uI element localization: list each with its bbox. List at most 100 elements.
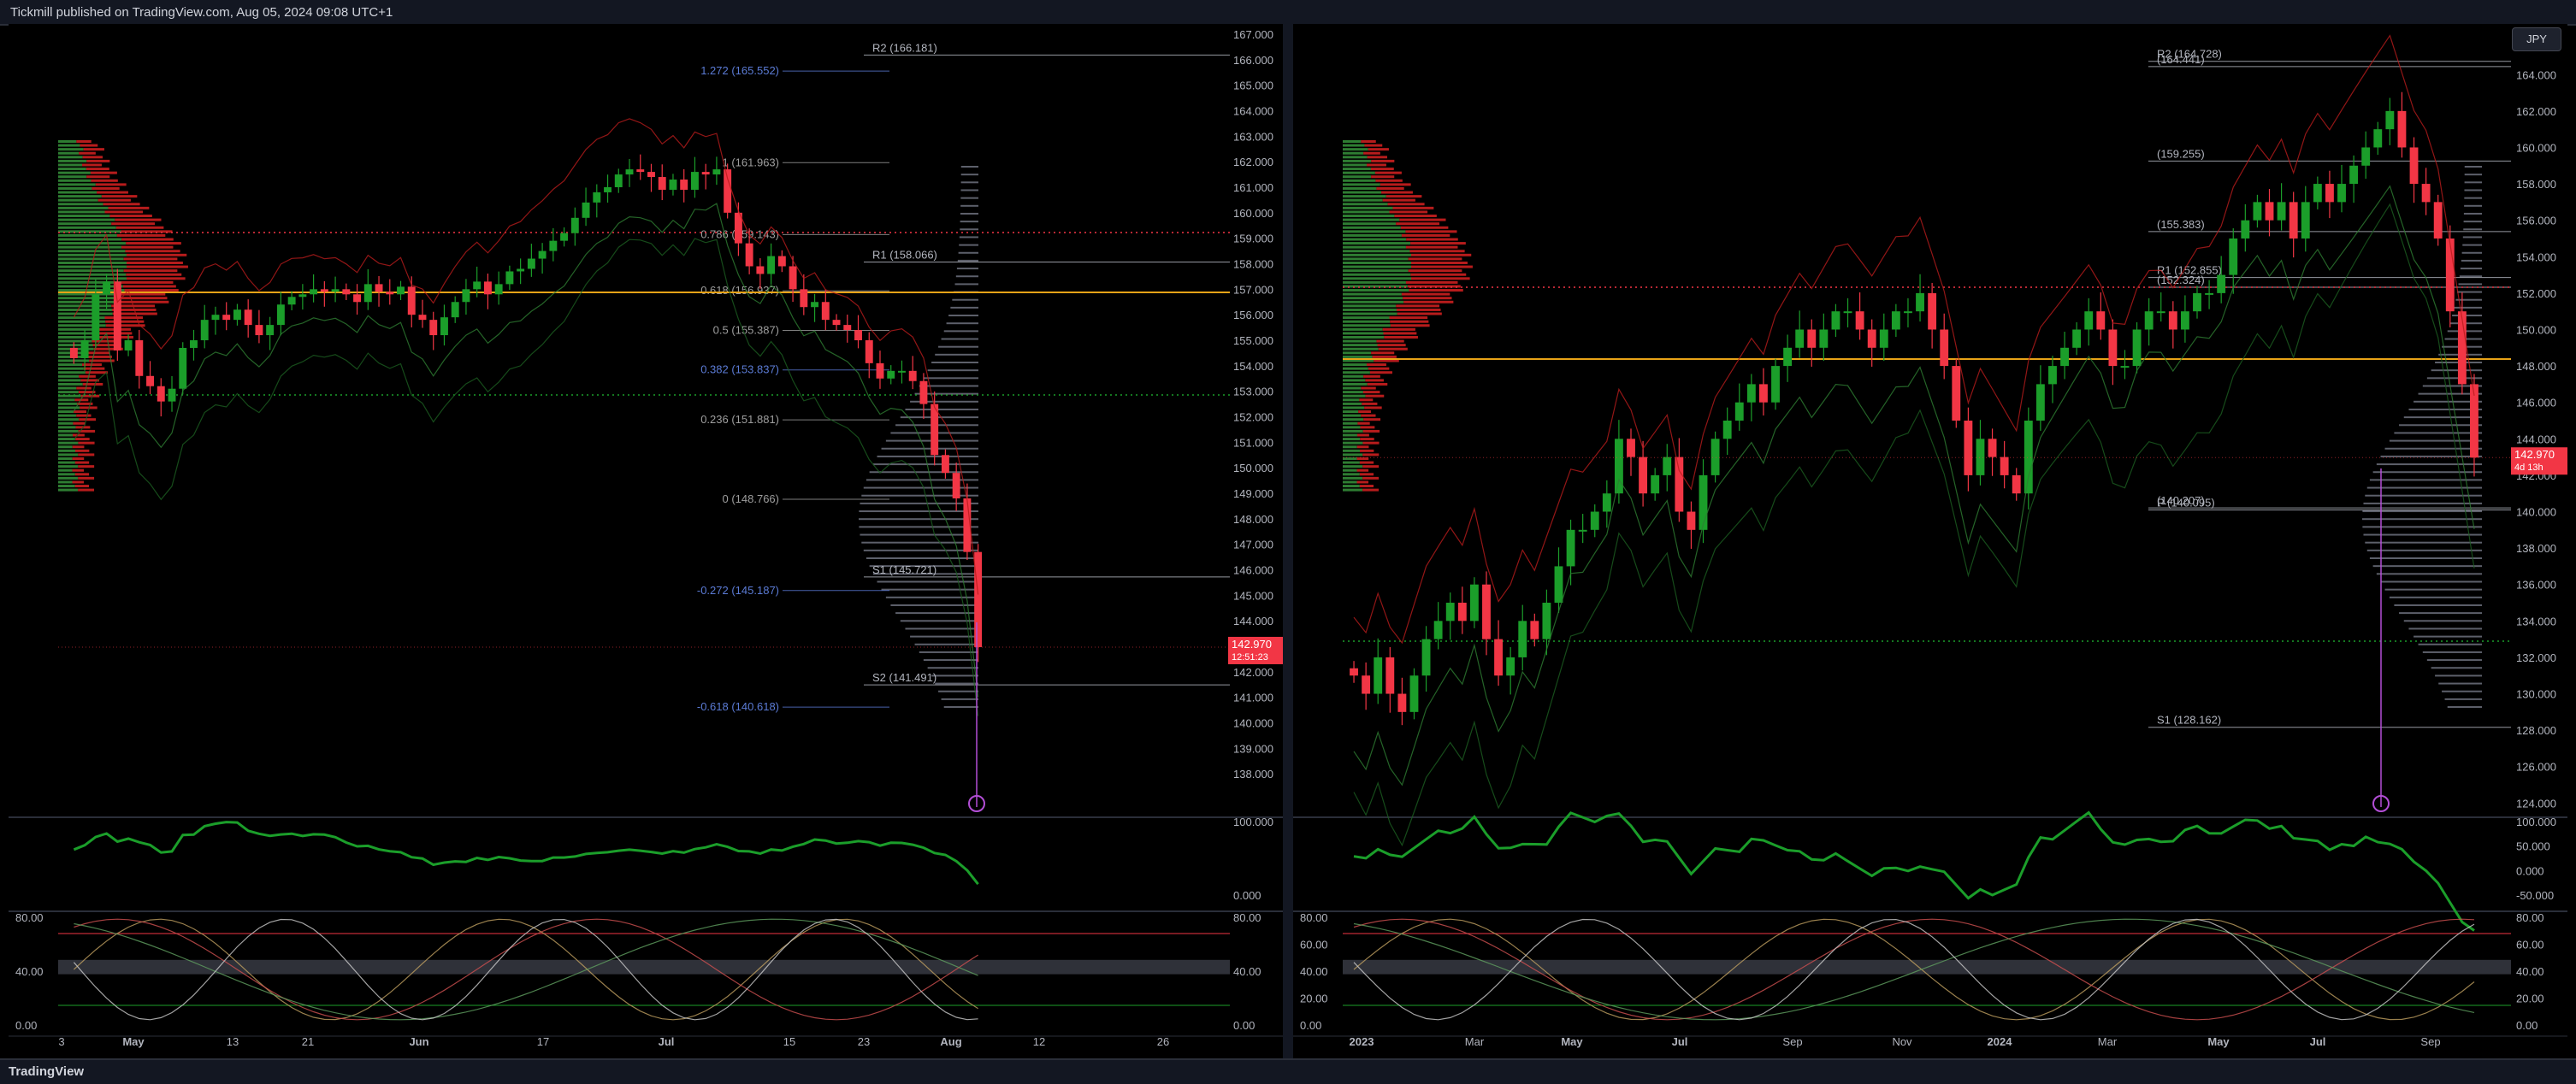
right-chart-svg[interactable]: 164.000 162.000 160.000 158.000 156.000 154.0… [1293, 24, 2567, 1058]
volume-profile-bar [1343, 476, 1363, 480]
volume-profile-bar [1356, 480, 1369, 484]
volume-profile-bar [1399, 218, 1446, 221]
lightning-icon [2372, 795, 2390, 812]
right-volume-profile-bar [923, 377, 978, 380]
volume-profile-bar [1359, 398, 1374, 402]
x-axis-label: Sep [1782, 1035, 1802, 1048]
candle-body [2156, 311, 2165, 314]
volume-profile-bar [1343, 316, 1390, 320]
right-volume-profile-bar [2426, 377, 2482, 380]
volume-profile-bar [1389, 210, 1428, 214]
volume-profile-bar [78, 476, 95, 480]
right-volume-profile-bar [950, 306, 978, 309]
x-axis-label: 12 [1033, 1035, 1045, 1048]
osc1-tick-label: 50.000 [2516, 840, 2550, 853]
right-volume-profile-bar [2376, 463, 2482, 466]
candle-body [2241, 220, 2250, 239]
candle-body [1614, 439, 1623, 494]
volume-profile-bar [1390, 324, 1430, 327]
right-volume-profile-bar [861, 541, 978, 544]
volume-profile-bar [123, 269, 178, 273]
left-chart-svg[interactable]: 167.000 166.000 165.000 164.000 163.000 162.0… [9, 24, 1283, 1058]
right-volume-profile-bar [2363, 533, 2482, 536]
volume-profile-bar [121, 280, 174, 284]
candle-body [767, 256, 776, 274]
right-volume-profile-bar [959, 244, 978, 246]
volume-profile-bar [1343, 191, 1382, 194]
volume-profile-bar [1367, 156, 1387, 159]
candle-body [876, 362, 884, 379]
volume-profile-bar [58, 285, 123, 288]
left-chart-panel[interactable]: 167.000 166.000 165.000 164.000 163.000 162.0… [9, 24, 1283, 1058]
volume-profile-bar [58, 379, 81, 382]
volume-profile-bar [1362, 391, 1380, 394]
volume-profile-bar [58, 148, 84, 151]
pivot-level-label: S2 (141.491) [872, 671, 936, 684]
y-tick-label: 155.000 [1233, 334, 1273, 347]
volume-profile-bar [1361, 140, 1376, 143]
volume-profile-bar [92, 186, 120, 190]
volume-profile-bar [58, 230, 121, 233]
volume-profile-bar [1384, 336, 1418, 339]
volume-profile-bar [1343, 433, 1357, 437]
panel-divider[interactable] [1283, 24, 1293, 1058]
volume-profile-bar [58, 233, 117, 237]
volume-profile-bar [1409, 250, 1465, 253]
osc1-tick-label: 0.000 [1233, 889, 1261, 902]
volume-profile-bar [74, 398, 89, 402]
volume-profile-bar [58, 242, 127, 245]
currency-button[interactable]: JPY [2512, 27, 2561, 51]
volume-profile-bar [1343, 339, 1377, 343]
volume-profile-bar [83, 148, 104, 151]
volume-profile-bar [1405, 230, 1457, 233]
x-axis-label: Mar [1465, 1035, 1485, 1048]
x-axis-label: 2023 [1350, 1035, 1374, 1048]
candle-body [2035, 384, 2045, 421]
candle-body [712, 169, 721, 175]
right-volume-profile-bar [2365, 541, 2482, 544]
candle-body [135, 340, 144, 376]
y-tick-label: 157.000 [1233, 283, 1273, 296]
volume-profile-bar [1376, 339, 1404, 343]
candle-body [2397, 110, 2407, 148]
osc1-tick-label: -50.000 [2516, 889, 2554, 902]
volume-profile-bar [1343, 402, 1362, 405]
volume-profile-bar [121, 245, 174, 249]
candle-body [952, 473, 960, 499]
candle-body [1445, 603, 1455, 622]
volume-profile-bar [1385, 195, 1422, 198]
candle-body [1722, 421, 1732, 439]
candle-body [386, 292, 394, 295]
candle-body [1783, 347, 1793, 367]
x-axis-label: Sep [2420, 1035, 2440, 1048]
x-axis-label: Nov [1892, 1035, 1912, 1048]
y-tick-label: 132.000 [2516, 651, 2556, 664]
right-volume-profile-bar [2452, 315, 2482, 317]
candle-body [1964, 421, 1973, 475]
candle-body [2385, 110, 2395, 130]
volume-profile-bar [58, 414, 77, 417]
lightning-icon [968, 795, 985, 812]
volume-profile-bar [1369, 371, 1392, 374]
volume-profile-bar [1343, 308, 1397, 311]
right-volume-profile-bar [943, 330, 978, 333]
right-volume-profile-bar [863, 486, 978, 489]
right-volume-profile-bar [2442, 690, 2482, 692]
candle-body [734, 212, 742, 244]
volume-profile-bar [58, 327, 98, 331]
volume-profile-bar [1363, 151, 1380, 155]
y-tick-label: 150.000 [2516, 323, 2556, 336]
candle-body [1350, 668, 1358, 676]
candle-body [2217, 274, 2226, 293]
oscillator-line [73, 821, 979, 886]
right-chart-panel[interactable]: 164.000 162.000 160.000 158.000 156.000 154.0… [1293, 24, 2567, 1058]
candle-body [777, 256, 786, 267]
right-volume-profile-bar [2463, 212, 2482, 215]
candle-body [1807, 329, 1817, 348]
pivot-level-label: R1 (158.066) [872, 249, 937, 262]
stoch-line [1353, 918, 2475, 1021]
right-volume-profile-bar [2384, 447, 2482, 450]
volume-profile-bar [1364, 406, 1382, 409]
right-volume-profile-bar [895, 612, 978, 615]
right-volume-profile-bar [2369, 557, 2482, 559]
